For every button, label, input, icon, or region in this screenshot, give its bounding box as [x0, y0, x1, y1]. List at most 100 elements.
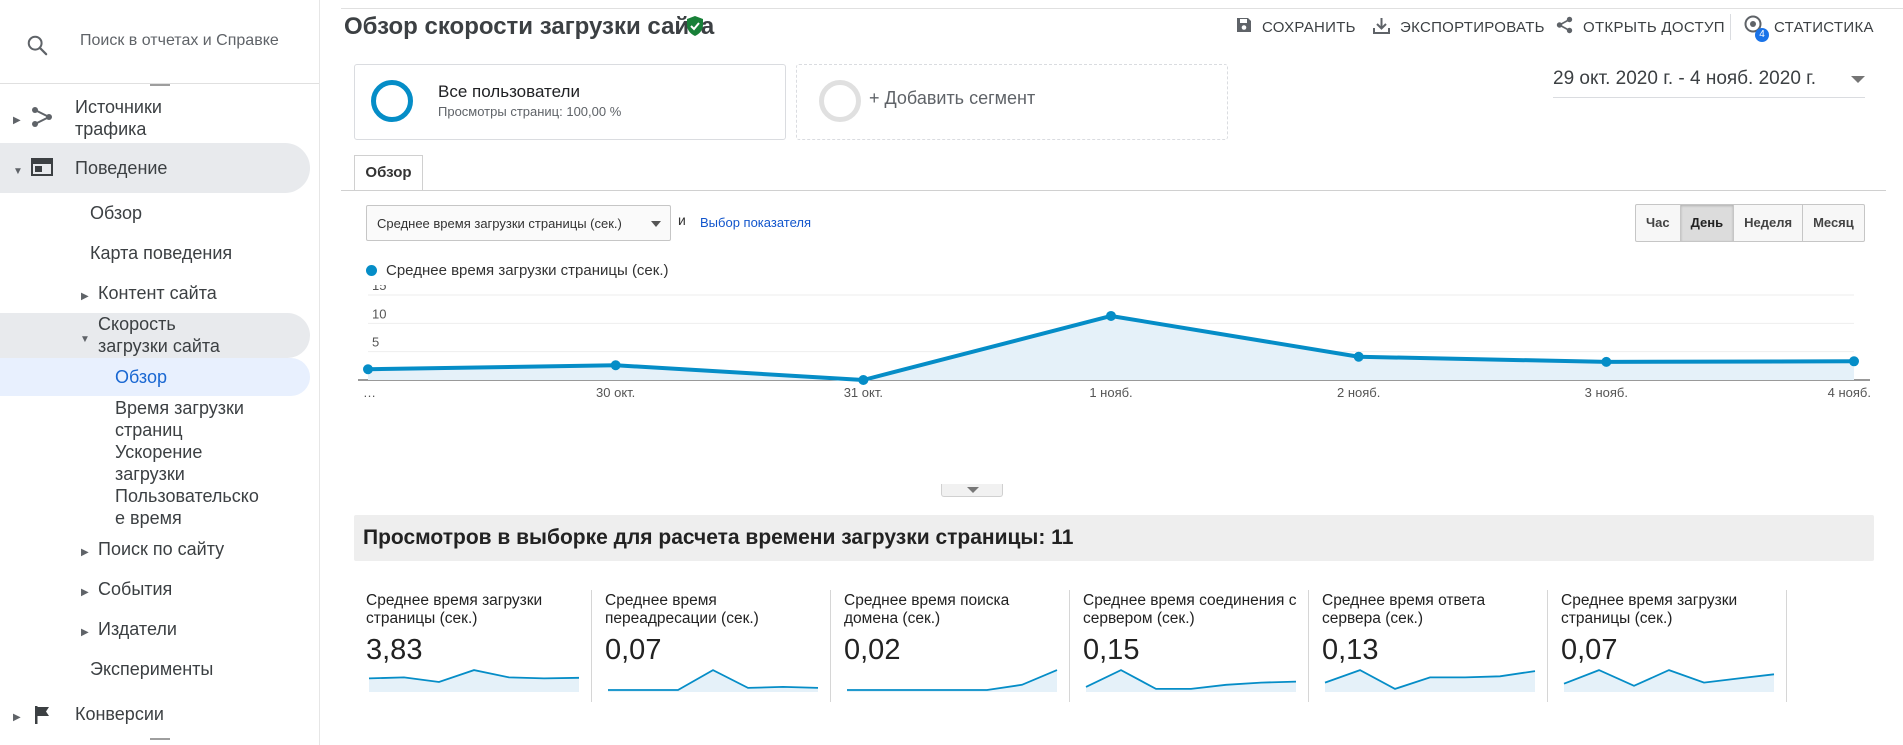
- data-point: [1353, 351, 1364, 362]
- share-icon: [1556, 16, 1573, 38]
- insights-button[interactable]: СТАТИСТИКА: [1744, 15, 1874, 38]
- chart-expander[interactable]: [941, 484, 1003, 497]
- legend-dot: [366, 265, 377, 276]
- metric-label: Среднее время соединения с сервером (сек…: [1083, 592, 1297, 627]
- period-day-button[interactable]: День: [1680, 205, 1735, 241]
- data-point: [858, 375, 869, 385]
- series-area: [368, 315, 1854, 380]
- sidebar-item-speed-overview[interactable]: Обзор: [0, 366, 319, 390]
- report-main: Обзор скорости загрузки сайта СОХРАНИТЬ …: [341, 0, 1903, 745]
- page-title: Обзор скорости загрузки сайта: [344, 13, 715, 40]
- period-hour-button[interactable]: Час: [1636, 205, 1681, 241]
- y-tick-label: 15: [372, 285, 386, 293]
- metric-card[interactable]: Среднее время загрузки страницы (сек.) 3,…: [354, 590, 592, 702]
- download-icon: [1373, 17, 1390, 38]
- x-tick-label: 2 нояб.: [1337, 385, 1380, 400]
- segment-subtitle: Просмотры страниц: 100,00 %: [438, 104, 622, 119]
- sidebar-item-label: Издатели: [98, 619, 177, 639]
- metric-select[interactable]: Среднее время загрузки страницы (сек.): [366, 205, 671, 241]
- toolbar-separator: [1730, 14, 1731, 40]
- sidebar-item-label: Обзор: [90, 203, 142, 223]
- data-point: [1106, 310, 1116, 321]
- scroll-indicator: [150, 84, 170, 86]
- metric-card[interactable]: Среднее время загрузки страницы (сек.) 0,…: [1549, 590, 1787, 702]
- legend-series-name: Среднее время загрузки страницы (сек.): [386, 262, 669, 279]
- segment-all-users[interactable]: [354, 64, 786, 140]
- sidebar-item-label: Время загрузки страниц: [115, 398, 244, 440]
- chevron-down-icon: [651, 221, 661, 227]
- sidebar-item-overview[interactable]: Обзор: [0, 202, 319, 226]
- sparkline-area: [847, 670, 1057, 692]
- tab-divider: [341, 190, 1886, 191]
- save-button[interactable]: СОХРАНИТЬ: [1236, 16, 1356, 38]
- sidebar-item-label: Пользовательско е время: [115, 486, 259, 528]
- metric-value: 0,07: [605, 634, 662, 666]
- metric-label: Среднее время загрузки страницы (сек.): [1561, 592, 1738, 627]
- sidebar-item-events[interactable]: ▶ События: [0, 578, 319, 602]
- sidebar-item-site-content[interactable]: ▶ Контент сайта: [0, 282, 319, 306]
- export-button[interactable]: ЭКСПОРТИРОВАТЬ: [1373, 16, 1545, 38]
- metric-card[interactable]: Среднее время соединения с сервером (сек…: [1071, 590, 1309, 702]
- metric-sparkline: [1324, 669, 1536, 692]
- sidebar-item-experiments[interactable]: Эксперименты: [0, 658, 319, 682]
- y-tick-label: 5: [372, 335, 379, 350]
- date-range-picker[interactable]: 29 окт. 2020 г. - 4 нояб. 2020 г.: [1553, 68, 1865, 98]
- chart-legend: Среднее время загрузки страницы (сек.): [366, 262, 669, 279]
- data-point: [1601, 356, 1612, 367]
- segment-name: Все пользователи: [438, 82, 580, 101]
- metric-label: Среднее время переадресации (сек.): [605, 592, 759, 627]
- add-segment-button[interactable]: [796, 64, 1228, 140]
- share-button[interactable]: ОТКРЫТЬ ДОСТУП: [1556, 16, 1725, 38]
- sparkline-line: [1324, 669, 1536, 690]
- metric-card[interactable]: Среднее время поиска домена (сек.) 0,02: [832, 590, 1070, 702]
- period-toggle: Час День Неделя Месяц: [1635, 204, 1865, 242]
- metric-card[interactable]: Среднее время переадресации (сек.) 0,07: [593, 590, 831, 702]
- metric-sparkline: [608, 669, 819, 692]
- sidebar-item-site-speed[interactable]: ▼ Скорость загрузки сайта: [0, 313, 319, 359]
- sidebar-item-label: Обзор: [115, 367, 167, 387]
- segment-ring-icon: [371, 80, 413, 122]
- chevron-down-icon: [967, 487, 979, 493]
- search-input[interactable]: [80, 32, 285, 50]
- x-tick-label: 3 нояб.: [1585, 385, 1628, 400]
- save-icon: [1236, 17, 1252, 37]
- sidebar-item-behavior-flow[interactable]: Карта поведения: [0, 242, 319, 266]
- metric-sparkline: [368, 669, 580, 692]
- export-label: ЭКСПОРТИРОВАТЬ: [1400, 18, 1545, 36]
- period-week-button[interactable]: Неделя: [1734, 205, 1804, 241]
- flag-icon: [34, 705, 52, 730]
- sidebar-item-behavior[interactable]: ▼ Поведение: [0, 157, 319, 181]
- y-tick-label: 10: [372, 306, 386, 321]
- acquisition-icon: [31, 106, 53, 133]
- sidebar-item-speed-suggestions[interactable]: Ускорение загрузки: [0, 441, 319, 485]
- search-icon[interactable]: [26, 34, 48, 61]
- sparkline-area: [1086, 670, 1296, 692]
- sparkline-line: [368, 669, 580, 683]
- sidebar-item-user-timings[interactable]: Пользовательско е время: [0, 485, 319, 529]
- sidebar-item-conversions[interactable]: ▶ Конверсии: [0, 703, 319, 730]
- sparkline-area: [608, 670, 818, 692]
- choose-metric-link[interactable]: Выбор показателя: [700, 215, 811, 230]
- sparkline-line: [1085, 669, 1297, 690]
- sidebar-item-label: Поиск по сайту: [98, 539, 225, 559]
- sparkline-line: [608, 669, 819, 691]
- metric-card[interactable]: Среднее время ответа сервера (сек.) 0,13: [1310, 590, 1548, 702]
- sidebar: ▶ Источники трафика ▼ Поведение Обзор Ка…: [0, 0, 320, 745]
- insights-count-badge: 4: [1755, 28, 1769, 42]
- sidebar-item-page-timings[interactable]: Время загрузки страниц: [0, 397, 319, 441]
- metric-sparkline: [1085, 669, 1297, 692]
- data-point: [610, 360, 621, 371]
- sidebar-item-publisher[interactable]: ▶ Издатели: [0, 618, 319, 642]
- sidebar-item-label: Эксперименты: [90, 659, 214, 679]
- sidebar-search: [0, 0, 319, 84]
- metric-label: Среднее время ответа сервера (сек.): [1322, 592, 1486, 627]
- tab-overview[interactable]: Обзор: [354, 155, 423, 191]
- behavior-icon: [31, 158, 53, 181]
- period-month-button[interactable]: Месяц: [1813, 215, 1854, 230]
- metric-sparkline: [847, 669, 1058, 692]
- x-tick-label: 1 нояб.: [1089, 385, 1132, 400]
- sidebar-item-site-search[interactable]: ▶ Поиск по сайту: [0, 538, 319, 562]
- sidebar-item-traffic-sources[interactable]: ▶ Источники трафика: [0, 96, 319, 140]
- sample-summary-label: Просмотров в выборке для расчета времени…: [363, 526, 1074, 549]
- sidebar-item-label: Конверсии: [75, 704, 164, 724]
